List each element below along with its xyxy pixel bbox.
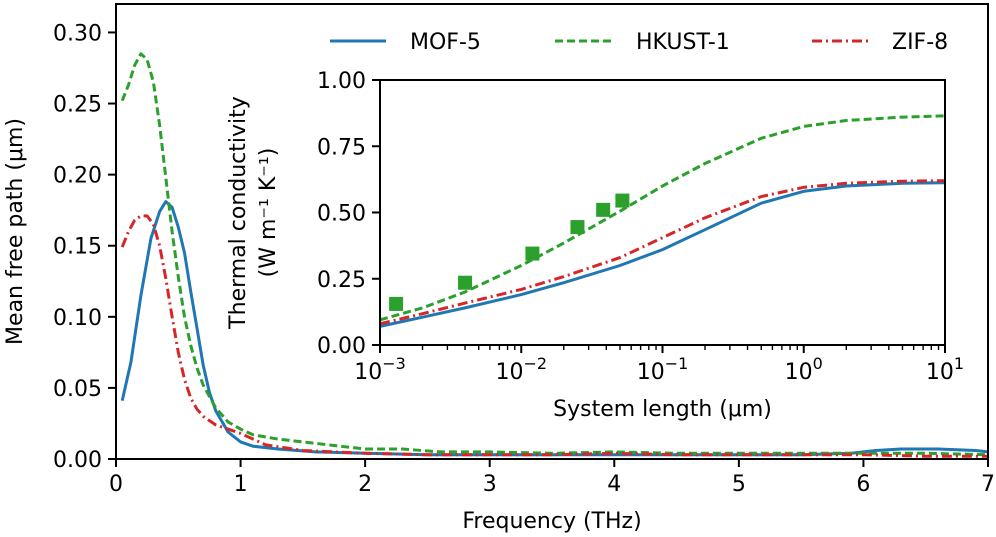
x-tick-label: 7	[981, 472, 995, 497]
y-tick-label: 0.00	[53, 448, 102, 473]
inset-x-tick-base: 10	[926, 360, 954, 385]
inset-x-axis-label: System length (μm)	[553, 397, 772, 422]
inset-x-tick-base: 10	[354, 360, 382, 385]
x-axis-label: Frequency (THz)	[462, 509, 641, 534]
legend-label-zif-8: ZIF-8	[892, 30, 948, 55]
inset-y-tick-label: 0.75	[317, 135, 366, 160]
inset-y-tick-label: 0.25	[317, 268, 366, 293]
x-tick-label: 6	[856, 472, 870, 497]
inset-x-tick-base: 10	[495, 360, 523, 385]
x-tick-label: 0	[109, 472, 123, 497]
inset-y-axis-label-line2: (W m⁻¹ K⁻¹)	[256, 148, 281, 278]
inset-x-tick-label: 101	[926, 354, 964, 385]
inset-x-tick-base: 10	[785, 360, 813, 385]
inset-data-marker	[389, 296, 404, 311]
inset-series-line-hkust-1	[379, 114, 946, 322]
main-plot-frame	[115, 3, 989, 460]
inset-data-marker	[570, 220, 585, 235]
x-tick-label: 3	[483, 472, 497, 497]
main-chart: 0 1 2 3 4 5 6 7 0.00 0.05 0.10 0.15 0.20 0.25 0.30 Freq…	[3, 3, 995, 534]
legend: MOF-5 HKUST-1 ZIF-8	[330, 30, 948, 55]
inset-data-marker	[525, 246, 540, 261]
inset-data-marker	[458, 275, 473, 290]
x-tick-label: 5	[732, 472, 746, 497]
inset-series-line-mof-5	[379, 181, 946, 328]
series-line-zif-8	[120, 214, 988, 458]
inset-series-line-zif-8	[379, 179, 946, 326]
inset-data-marker	[596, 202, 611, 217]
y-axis-label: Mean free path (μm)	[3, 118, 28, 345]
inset-background	[380, 80, 945, 345]
y-tick-label: 0.25	[53, 93, 102, 118]
inset-x-tick-exponent: −3	[382, 354, 406, 373]
inset-y-tick-label: 0.00	[317, 334, 366, 359]
x-tick-label: 1	[234, 472, 248, 497]
inset-data-marker	[615, 193, 630, 208]
series-line-hkust-1	[120, 52, 989, 457]
y-tick-label: 0.30	[53, 21, 102, 46]
inset-x-tick-exponent: −2	[523, 354, 547, 373]
legend-label-mof-5: MOF-5	[410, 30, 481, 55]
inset-x-tick-exponent: 1	[954, 354, 964, 373]
inset-x-tick-base: 10	[637, 360, 665, 385]
inset-chart: 10−3 10−2 10−1 100 1010.000.250.500.751.00Sy…	[226, 69, 964, 422]
inset-y-tick-label: 0.50	[317, 202, 366, 227]
inset-y-axis-label-line1: Thermal conductivity	[226, 96, 251, 330]
inset-x-tick-exponent: 0	[813, 354, 823, 373]
inset-y-tick-label: 1.00	[317, 69, 366, 94]
x-tick-label: 4	[607, 472, 621, 497]
inset-x-tick-label: 10−1	[637, 354, 689, 385]
inset-x-tick-label: 10−3	[354, 354, 406, 385]
inset-x-tick-label: 10−2	[495, 354, 547, 385]
legend-label-hkust-1: HKUST-1	[636, 30, 730, 55]
y-tick-label: 0.15	[53, 235, 102, 260]
y-tick-label: 0.05	[53, 377, 102, 402]
inset-x-tick-exponent: −1	[665, 354, 689, 373]
y-tick-label: 0.10	[53, 306, 102, 331]
y-tick-label: 0.20	[53, 164, 102, 189]
inset-x-tick-label: 100	[785, 354, 823, 385]
x-tick-label: 2	[358, 472, 372, 497]
